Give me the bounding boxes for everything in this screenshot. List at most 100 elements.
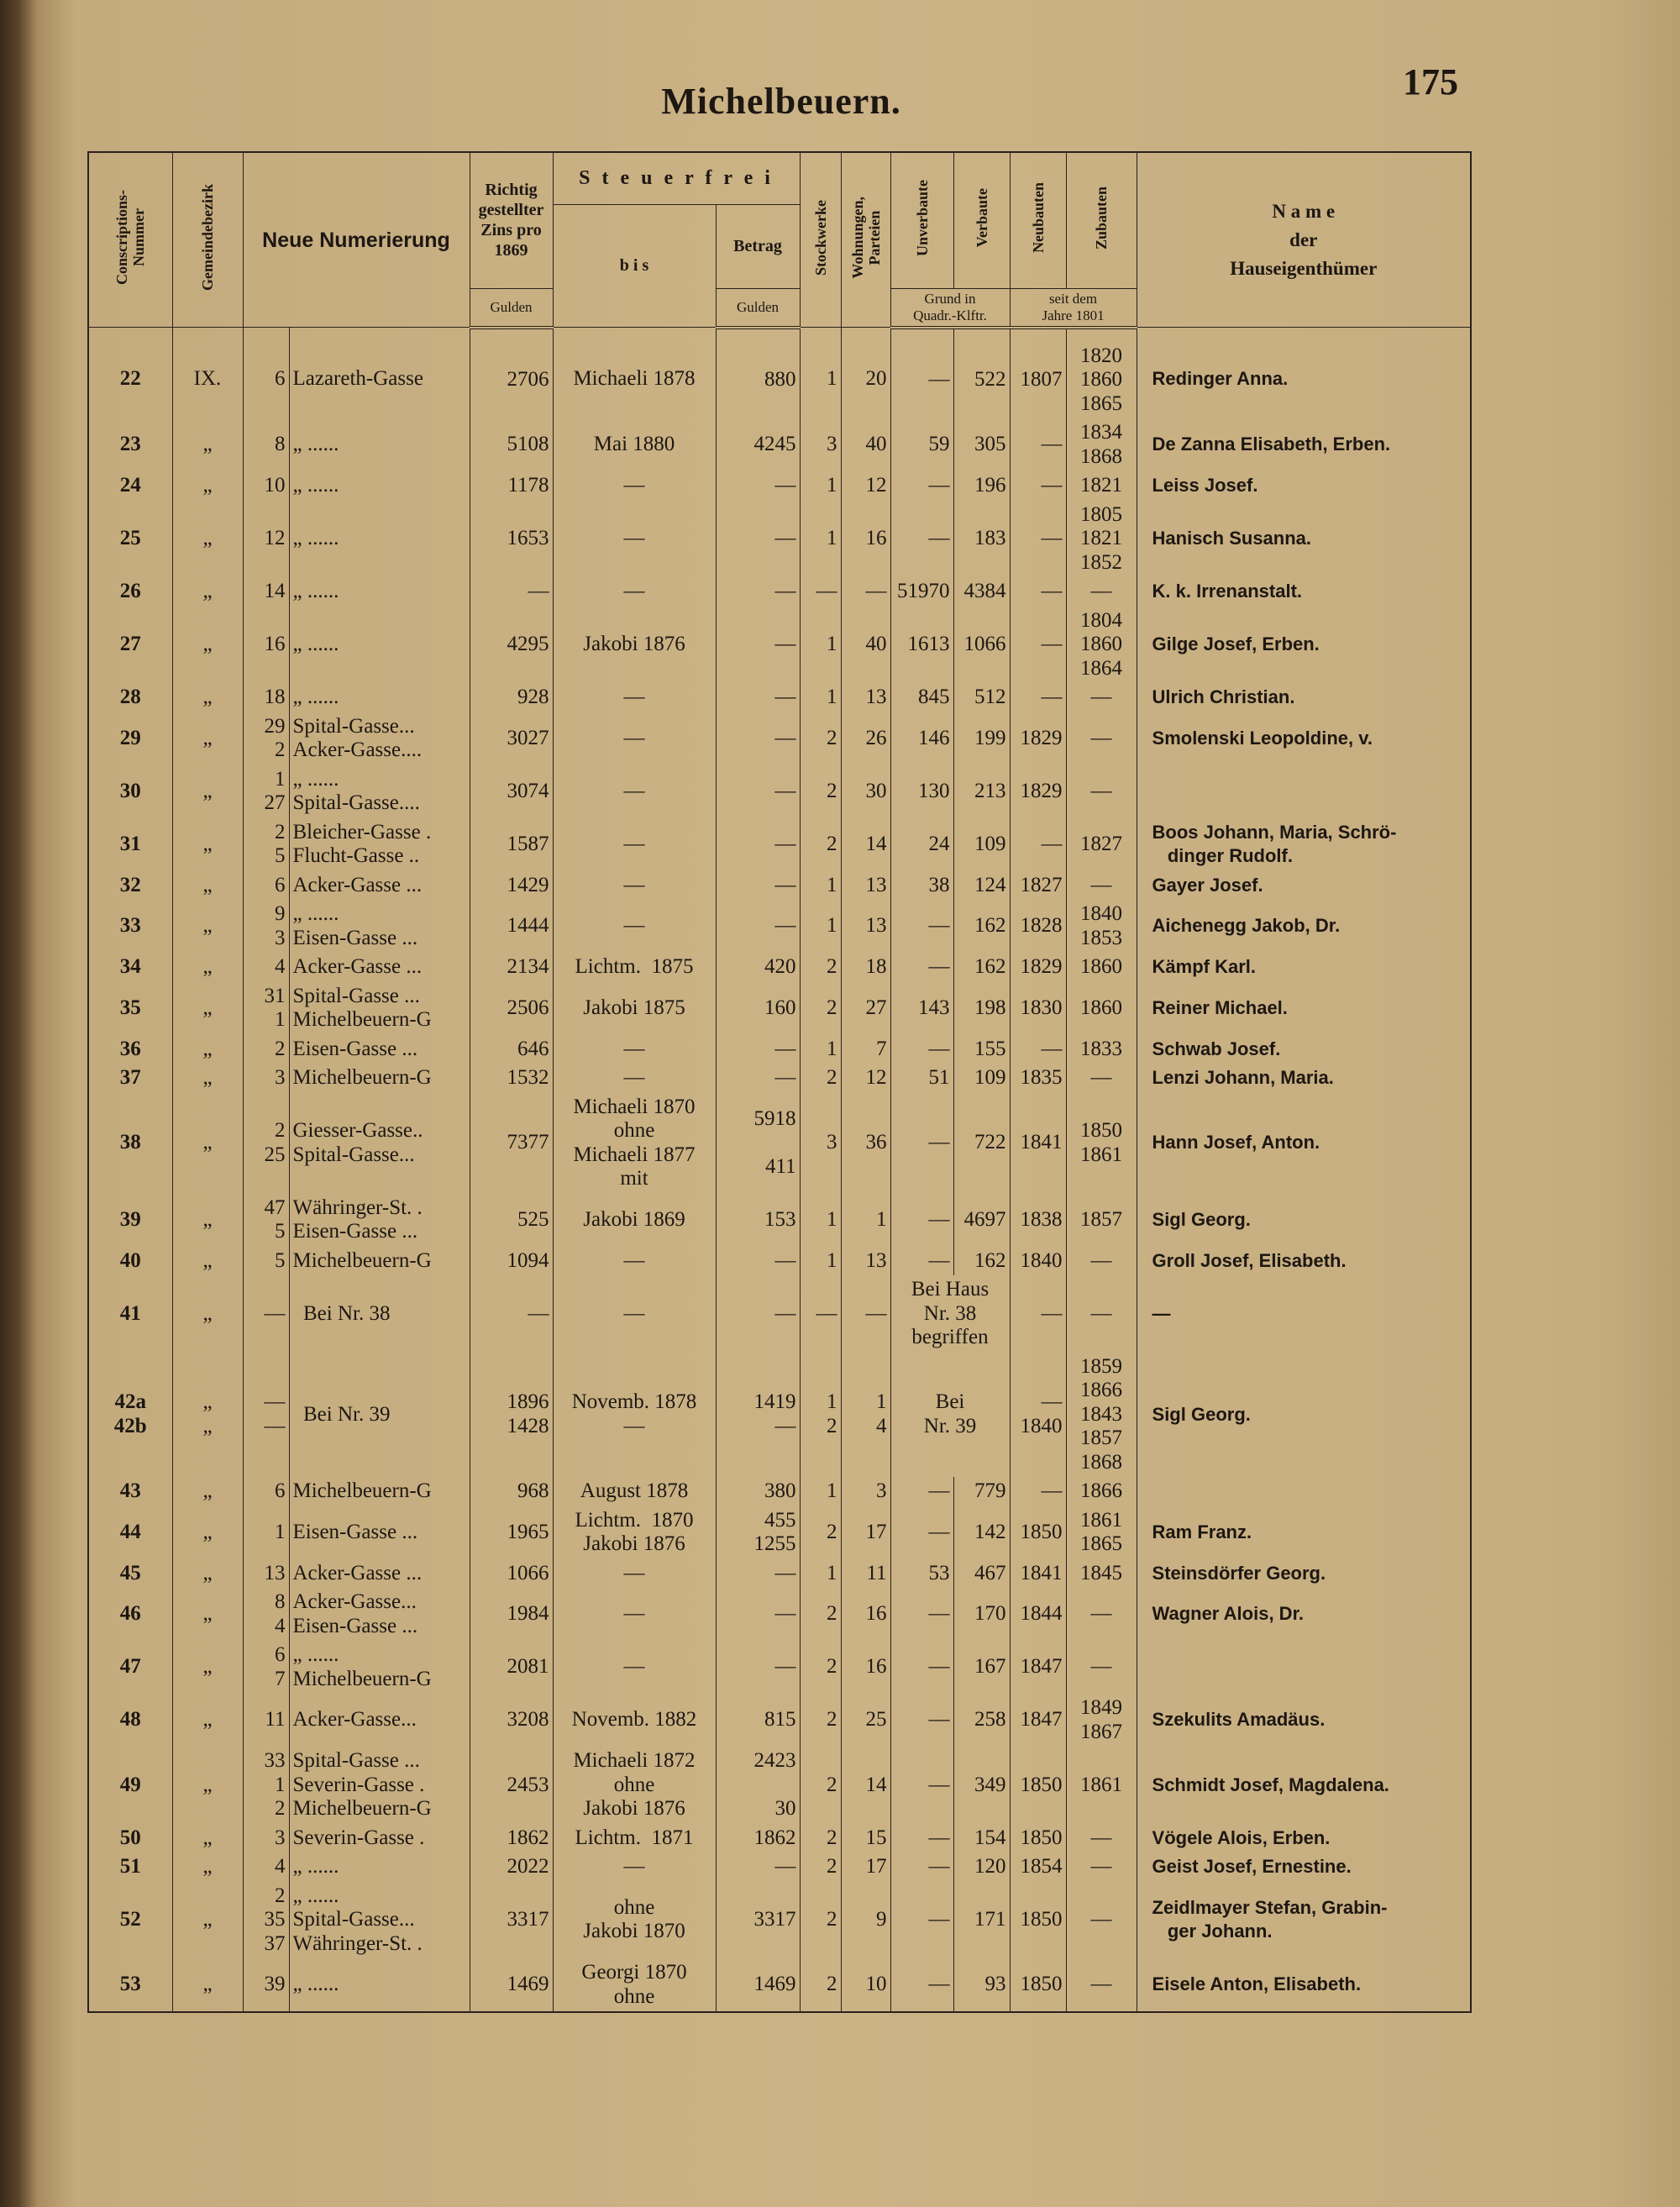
conscription-number: 51 (87, 1852, 173, 1882)
rent: 1094 (469, 1246, 554, 1275)
built-area: 199 (953, 712, 1011, 765)
new-built: — (1009, 683, 1067, 712)
additions: 1861 1865 (1065, 1505, 1137, 1559)
house-number: 29 2 (242, 712, 290, 765)
additions: 1860 (1065, 953, 1137, 982)
conscription-number: 28 (87, 683, 173, 712)
additions: — (1065, 765, 1137, 818)
built-area: 198 (953, 981, 1011, 1035)
floors: 2 (799, 1641, 842, 1694)
owner-name: Smolenski Leopoldine, v. (1136, 712, 1472, 765)
tax-free-until: — (552, 1064, 717, 1093)
new-built: — (1009, 500, 1067, 577)
header-cell: Verbaute (953, 151, 1011, 289)
district: „ (171, 1092, 244, 1194)
table-row: 36 „ 2 Eisen-Gasse ... 646— —1 7—155—1833 Schwa… (87, 1034, 1472, 1064)
district: „ (171, 870, 244, 900)
rent: 1178 (469, 471, 554, 501)
unbuilt-area: — (890, 900, 954, 953)
additions: 1840 1853 (1065, 900, 1137, 953)
additions: — (1065, 1588, 1137, 1641)
built-area: 258 (953, 1694, 1011, 1747)
district: „ (171, 1193, 244, 1247)
header-text: Conscriptions- Nummer (113, 189, 148, 285)
street: „ ...... Spital-Gasse... Währinger-St. . (288, 1881, 470, 1958)
district: „ (171, 1064, 244, 1093)
tax-free-until: — (552, 1558, 717, 1588)
dwellings: 16 (840, 500, 891, 577)
built-area: 1066 (953, 606, 1011, 683)
district: IX. (171, 327, 244, 418)
unbuilt-area: — (890, 1641, 954, 1694)
dwellings: 30 (840, 765, 891, 818)
conscription-number: 46 (87, 1588, 173, 1641)
built-area: 196 (953, 471, 1011, 501)
floors: — (799, 1275, 842, 1353)
page-number: 175 (1403, 61, 1458, 102)
table-row: 22 IX. 6 Lazareth-Gasse 2706 Michaeli 1878 880… (87, 327, 1472, 418)
house-number: 14 (242, 577, 290, 607)
floors: 2 (799, 817, 842, 871)
owner-name (1136, 1477, 1472, 1506)
rent: 1984 (469, 1588, 554, 1641)
unbuilt-area: 146 (890, 712, 954, 765)
header-cell: Conscriptions- Nummer (87, 151, 173, 328)
table-row: 53 „ 39 „ ...... 1469 Georgi 1870 ohne 1469 2 10… (87, 1958, 1472, 2012)
built-area: 93 (953, 1958, 1011, 2012)
tax-free-until: Lichtm. 1875 (552, 953, 717, 982)
tax-free-amount: 880 (715, 327, 801, 418)
house-number: 11 (242, 1694, 290, 1747)
street: Spital-Gasse... Acker-Gasse.... (288, 712, 470, 765)
owner-name: Schmidt Josef, Magdalena. (1136, 1747, 1472, 1824)
additions: 1827 (1065, 817, 1137, 871)
unbuilt-area: Bei Haus Nr. 38 begriffen (890, 1275, 1011, 1353)
rent: 1965 (469, 1505, 554, 1559)
owner-name (1136, 765, 1472, 818)
house-number: 8 (242, 418, 290, 471)
header-cell: Gulden (469, 287, 554, 329)
owner-name: De Zanna Elisabeth, Erben. (1136, 418, 1472, 471)
tax-free-amount: — (715, 683, 801, 712)
unbuilt-area: — (890, 953, 954, 982)
district: „ (171, 817, 244, 871)
owner-name: Sigl Georg. (1136, 1193, 1472, 1247)
new-built: 1847 (1009, 1694, 1067, 1747)
tax-free-until: — (552, 870, 717, 900)
dwellings: 36 (840, 1092, 891, 1194)
table-row: 46 „ 8 4 Acker-Gasse... Eisen-Gasse ... 1984… (87, 1588, 1472, 1641)
dwellings: 13 (840, 900, 891, 953)
street: Acker-Gasse ... (288, 870, 470, 900)
unbuilt-area: 59 (890, 418, 954, 471)
tax-free-until: Lichtm. 1871 (552, 1823, 717, 1852)
district: „ (171, 981, 244, 1035)
header-text: Zubauten (1093, 186, 1110, 250)
street: Michelbeuern-G (288, 1246, 470, 1275)
tax-free-until: Jakobi 1876 (552, 606, 717, 683)
house-number: 4 (242, 1852, 290, 1882)
conscription-number: 42a 42b (87, 1352, 173, 1477)
dwellings: 14 (840, 817, 891, 871)
conscription-number: 38 (87, 1092, 173, 1194)
new-built: — (1009, 471, 1067, 501)
rent: 1587 (469, 817, 554, 871)
owner-name: Aichenegg Jakob, Dr. (1136, 900, 1472, 953)
header-cell: Stockwerke (799, 151, 842, 328)
tax-free-until: — (552, 1641, 717, 1694)
dwellings: 16 (840, 1641, 891, 1694)
page-title: Michelbeuern. (661, 81, 901, 122)
conscription-number: 43 (87, 1477, 173, 1506)
table-header: Conscriptions- Nummer Gemeindebezirk Neu… (87, 151, 1472, 329)
tax-free-amount: 420 (715, 953, 801, 982)
built-area: 162 (953, 900, 1011, 953)
unbuilt-area: — (890, 471, 954, 501)
tax-free-until: — (552, 712, 717, 765)
rent: 1653 (469, 500, 554, 577)
conscription-number: 23 (87, 418, 173, 471)
table-row: 50 „ 3 Severin-Gasse . 1862 Lichtm. 1871 1862 2… (87, 1823, 1472, 1852)
floors: 1 (799, 1193, 842, 1247)
conscription-number: 34 (87, 953, 173, 982)
built-area: 154 (953, 1823, 1011, 1852)
district: „ (171, 1958, 244, 2012)
new-built: 1850 (1009, 1823, 1067, 1852)
conscription-number: 37 (87, 1064, 173, 1093)
